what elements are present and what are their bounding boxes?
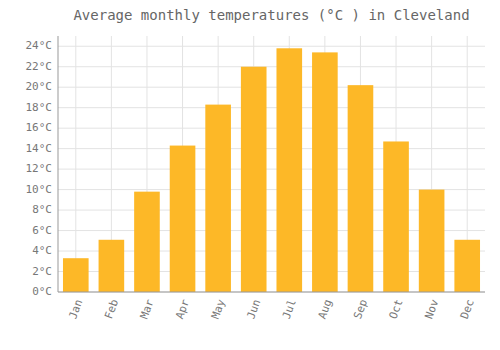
x-tick-label: Jul [280, 298, 299, 321]
y-tick-label: 2°C [32, 265, 52, 278]
x-tick-label: May [209, 297, 228, 320]
y-tick-label: 12°C [26, 162, 53, 175]
x-grid-line [75, 36, 76, 292]
bars [63, 48, 480, 292]
y-tick-label: 14°C [26, 142, 53, 155]
x-tick-label: Jan [66, 298, 85, 321]
bar [312, 52, 338, 292]
bar [63, 258, 89, 292]
x-tick-label: Oct [387, 298, 406, 321]
y-grid-line [58, 107, 485, 108]
y-tick-label: 6°C [32, 224, 52, 237]
x-tick-label: Apr [173, 297, 192, 320]
y-grid-line [58, 169, 485, 170]
y-tick-label: 18°C [26, 101, 53, 114]
y-tick-label: 10°C [26, 183, 53, 196]
y-grid-line [58, 148, 485, 149]
bar [205, 105, 231, 292]
bar [348, 85, 374, 292]
x-axis-line [58, 292, 485, 293]
title: Average monthly temperatures (°C ) in Cl… [73, 7, 469, 23]
y-tick-label: 22°C [26, 60, 53, 73]
x-tick-label: Dec [458, 298, 477, 321]
y-tick-label: 16°C [26, 121, 53, 134]
bar [170, 146, 196, 292]
y-grid-line [58, 46, 485, 47]
x-tick-label: Aug [315, 298, 334, 321]
x-tick-label: Jun [244, 298, 263, 321]
bar [383, 141, 409, 292]
y-tick-label: 0°C [32, 285, 52, 298]
x-tick-label: Feb [102, 298, 121, 321]
bar [134, 192, 160, 292]
y-grid-line [58, 87, 485, 88]
x-tick-label: Nov [422, 297, 441, 320]
bar [99, 240, 125, 292]
y-axis-line [58, 36, 59, 292]
y-grid-line [58, 292, 485, 293]
chart: 0°C 2°C 4°C 6°C 8°C 10°C 12°C 14°C 16°C 18°C 20°C 2… [0, 0, 500, 350]
x-tick-label: Sep [351, 298, 370, 321]
bar [454, 240, 480, 292]
x-tick-label: Mar [138, 297, 157, 320]
bar [419, 190, 445, 292]
y-tick-label: 8°C [32, 203, 52, 216]
bar [241, 67, 267, 292]
y-tick-label: 20°C [26, 80, 53, 93]
y-tick-label: 4°C [32, 244, 52, 257]
y-tick-label: 24°C [26, 39, 53, 52]
grid [58, 36, 485, 292]
y-grid-line [58, 66, 485, 67]
bar [276, 48, 302, 292]
y-grid-line [58, 128, 485, 129]
